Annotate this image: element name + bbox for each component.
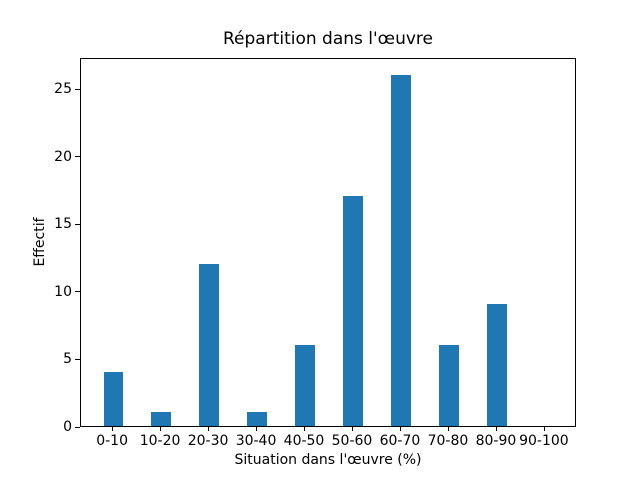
- x-tick-mark: [495, 427, 497, 431]
- bar-60-70: [391, 74, 411, 426]
- x-tick-mark: [543, 427, 545, 431]
- x-tick-label: 40-50: [283, 433, 325, 449]
- x-tick-mark: [208, 427, 210, 431]
- y-tick-label: 0: [63, 419, 72, 435]
- chart-title: Répartition dans l'œuvre: [222, 29, 433, 49]
- x-tick-label: 30-40: [235, 433, 277, 449]
- x-tick-label: 80-90: [475, 433, 517, 449]
- x-tick-label: 90-100: [519, 433, 569, 449]
- bar-30-40: [247, 412, 267, 426]
- y-tick-mark: [75, 358, 80, 360]
- y-tick-label: 10: [54, 283, 72, 300]
- bar-80-90: [487, 304, 507, 426]
- plot-area: [80, 58, 576, 427]
- y-tick-label: 5: [63, 351, 72, 368]
- x-tick-label: 0-10: [96, 433, 128, 449]
- y-tick-label: 20: [54, 148, 72, 165]
- bar-0-10: [103, 371, 123, 426]
- x-tick-mark: [447, 427, 449, 431]
- bar-50-60: [343, 196, 363, 426]
- bar-10-20: [151, 412, 171, 426]
- x-tick-mark: [112, 427, 114, 431]
- y-tick-mark: [75, 223, 80, 225]
- x-tick-label: 50-60: [331, 433, 373, 449]
- x-tick-mark: [256, 427, 258, 431]
- x-tick-label: 10-20: [139, 433, 181, 449]
- bar-20-30: [199, 263, 219, 426]
- x-axis-label: Situation dans l'œuvre (%): [234, 452, 422, 468]
- x-tick-label: 20-30: [187, 433, 229, 449]
- y-tick-label: 25: [54, 81, 72, 98]
- y-tick-mark: [75, 156, 80, 158]
- y-tick-mark: [75, 88, 80, 90]
- x-tick-mark: [399, 427, 401, 431]
- y-tick-mark: [75, 291, 80, 293]
- y-tick-mark: [75, 426, 80, 428]
- x-tick-label: 60-70: [379, 433, 421, 449]
- bar-70-80: [439, 344, 459, 426]
- x-tick-mark: [351, 427, 353, 431]
- x-tick-mark: [160, 427, 162, 431]
- x-tick-label: 70-80: [427, 433, 469, 449]
- x-tick-mark: [304, 427, 305, 431]
- bar-40-50: [295, 344, 315, 426]
- y-tick-label: 15: [54, 216, 72, 233]
